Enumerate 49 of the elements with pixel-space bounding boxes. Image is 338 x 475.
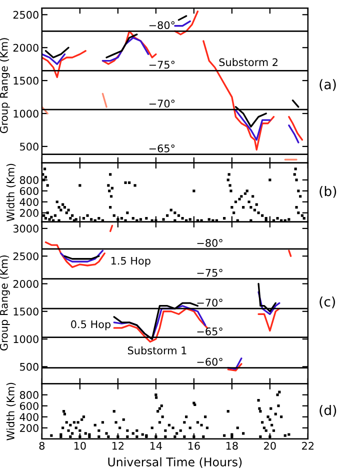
y-tick-label: 2000 (13, 280, 38, 288)
y-tick-label: 1000 (14, 335, 38, 344)
x-tick-label: 16 (188, 442, 200, 450)
annotation: Substorm 1 (128, 346, 186, 354)
text: (c) (320, 296, 335, 308)
y-tick-label: 2500 (13, 10, 38, 19)
y-tick-label: 800 (20, 176, 38, 184)
ref-line-label: −70° (149, 100, 175, 108)
text: (a) (320, 79, 336, 91)
x-tick-label: 12 (112, 442, 124, 450)
ref-line-label: −60° (197, 358, 222, 366)
y-tick-label: 1000 (14, 110, 38, 118)
x-tick-label: 18 (226, 442, 238, 450)
y-axis-title: Width (Km) (6, 164, 16, 222)
y-tick-label: 2000 (13, 44, 38, 52)
y-tick-label: 1500 (14, 308, 38, 316)
ref-line-label: −80° (197, 239, 222, 247)
annotation: 1.5 Hop (111, 256, 150, 267)
ref-line-label: −80° (149, 21, 175, 30)
y-tick-label: 500 (20, 362, 38, 371)
y-tick-label: 200 (20, 209, 38, 217)
y-axis-title: Width (Km) (6, 382, 16, 440)
ref-line-label: −70° (197, 298, 222, 307)
x-tick-label: 8 (39, 442, 45, 450)
ref-line-label: −75° (197, 268, 222, 277)
ref-line-label: −75° (149, 60, 175, 69)
y-axis-title: Group Range (Km) (0, 38, 10, 134)
text: (b) (320, 186, 336, 198)
y-tick-label: 3000 (13, 224, 38, 233)
y-tick-label: 800 (20, 391, 38, 399)
y-tick-label: 600 (20, 402, 38, 410)
y-tick-label: 200 (20, 424, 38, 432)
annotation: Substorm 2 (219, 58, 278, 66)
y-tick-label: 500 (20, 142, 38, 151)
x-tick-label: 10 (74, 442, 86, 450)
x-tick-label: 22 (302, 442, 314, 450)
x-tick-label: 20 (264, 442, 276, 450)
y-tick-label: 2500 (13, 252, 38, 260)
y-tick-label: 400 (20, 413, 38, 421)
ref-line-label: −65° (149, 144, 175, 152)
y-tick-label: 400 (20, 198, 38, 206)
y-tick-label: 1500 (14, 76, 38, 85)
y-tick-label: 600 (20, 187, 38, 195)
x-tick-label: 14 (150, 442, 162, 450)
ref-line-label: −65° (197, 327, 222, 336)
annotation: 0.5 Hop (71, 320, 110, 330)
y-axis-title: Group Range (Km) (0, 255, 10, 350)
x-axis-title: Universal Time (Hours) (108, 457, 242, 468)
text: (d) (320, 404, 336, 417)
